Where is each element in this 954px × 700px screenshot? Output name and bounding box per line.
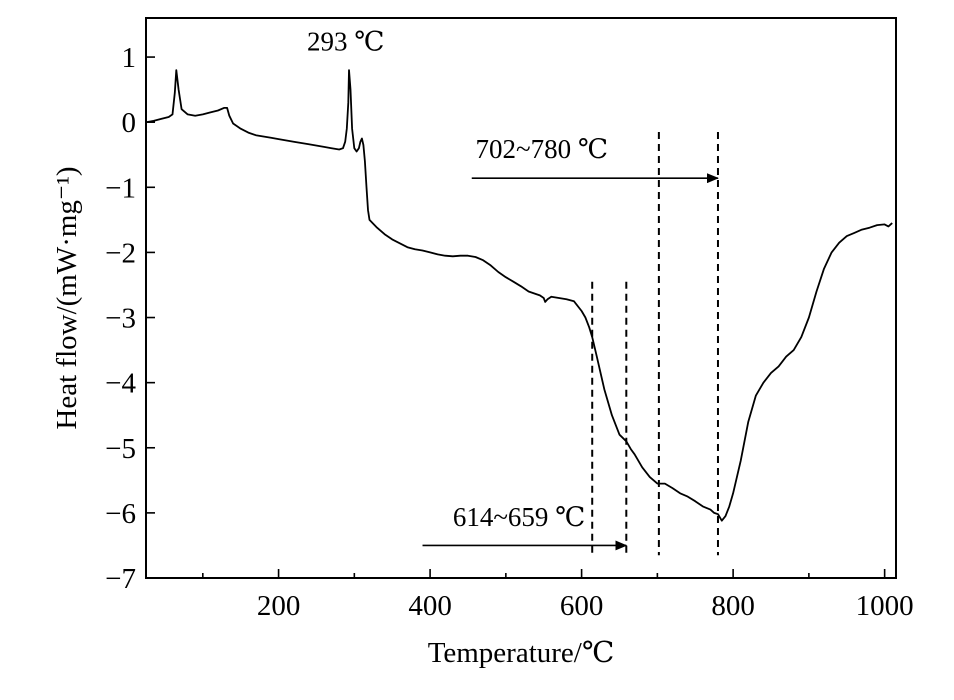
y-tick-label: −5: [105, 433, 136, 465]
annotation-label: 614~659 ℃: [453, 502, 586, 532]
y-tick-label: −4: [105, 368, 136, 400]
annotation-label: 702~780 ℃: [476, 134, 609, 164]
y-axis-title: Heat flow/(mW·mg⁻¹): [51, 166, 83, 429]
heat-flow-line: [145, 69, 893, 522]
y-tick-label: −3: [105, 303, 136, 335]
x-tick-label: 200: [257, 590, 301, 622]
y-tick-label: 0: [122, 107, 137, 139]
x-tick-label: 800: [711, 590, 755, 622]
y-tick-label: −1: [105, 172, 136, 204]
x-axis-title: Temperature/℃: [428, 637, 615, 669]
x-tick-label: 400: [408, 590, 452, 622]
y-tick-label: −6: [105, 498, 136, 530]
y-tick-label: −7: [105, 563, 136, 595]
annotation-label: 293 ℃: [307, 27, 384, 57]
x-tick-label: 1000: [856, 590, 914, 622]
plot-frame: [145, 17, 897, 579]
x-tick-label: 600: [560, 590, 604, 622]
y-tick-label: −2: [105, 237, 136, 269]
y-tick-label: 1: [122, 42, 137, 74]
